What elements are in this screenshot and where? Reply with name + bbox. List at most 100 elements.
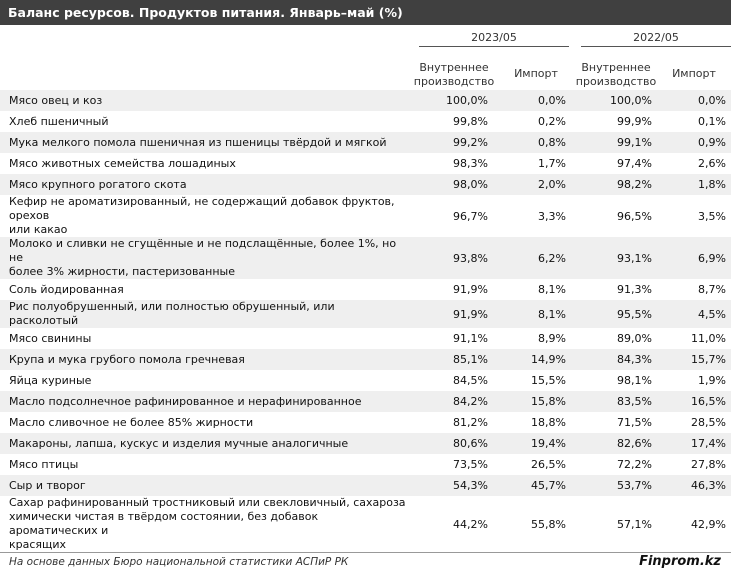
domestic-2022-value: 95,5% (570, 300, 666, 328)
table-row: Сыр и творог 54,3% 45,7% 53,7% 46,3% (0, 475, 731, 496)
product-name-line: более 3% жирности, пастеризованные (9, 265, 236, 278)
table-row: Сахар рафинированный тростниковый или св… (0, 496, 731, 552)
product-name-line: Кефир не ароматизированный, не содержащи… (9, 195, 395, 222)
product-name: Яйца куриные (0, 370, 406, 391)
product-name-line: Крупа и мука грубого помола гречневая (9, 352, 245, 366)
import-2023-value: 8,1% (538, 283, 566, 296)
table-row: Кефир не ароматизированный, не содержащи… (0, 195, 731, 237)
product-name: Мясо свинины (0, 328, 406, 349)
col-domestic-2023: Внутреннее производство (413, 61, 495, 88)
import-2022-value: 4,5% (666, 300, 731, 328)
table-row: Мясо овец и коз 100,0% 0,0% 100,0% 0,0% (0, 90, 731, 111)
import-2023-value: 15,8% (502, 391, 570, 412)
import-2022-value: 15,7% (666, 349, 731, 370)
product-name: Рис полуобрушенный, или полностью обруше… (0, 300, 406, 328)
product-name-line: Сыр и творог (9, 478, 86, 492)
table-row: Мясо свинины 91,1% 8,9% 89,0% 11,0% (0, 328, 731, 349)
year-2023: 2023/05 (419, 31, 569, 47)
domestic-2023-value: 85,1% (406, 349, 502, 370)
product-name-line: Мясо птицы (9, 457, 79, 471)
col-domestic-2022: Внутреннее производство (575, 61, 657, 88)
product-name: Сахар рафинированный тростниковый или св… (0, 496, 406, 552)
domestic-2022-value: 72,2% (617, 458, 652, 471)
table-row: Хлеб пшеничный 99,8% 0,2% 99,9% 0,1% (0, 111, 731, 132)
domestic-2022-value: 93,1% (570, 237, 666, 279)
domestic-2023-value: 98,3% (453, 157, 488, 170)
domestic-2023-value: 73,5% (453, 458, 488, 471)
product-name-line: Молоко и сливки не сгущённые и не подсла… (9, 237, 397, 264)
import-2023-value: 0,8% (502, 132, 570, 153)
import-2023-value: 3,3% (538, 209, 566, 223)
domestic-2022-value: 96,5% (617, 209, 652, 223)
domestic-2023-value: 84,2% (406, 391, 502, 412)
product-name: Мука мелкого помола пшеничная из пшеницы… (0, 132, 406, 153)
product-name-line: Масло подсолнечное рафинированное и нера… (9, 394, 362, 408)
product-name-line: Мясо животных семейства лошадиных (9, 156, 236, 170)
table-row: Мясо птицы 73,5% 26,5% 72,2% 27,8% (0, 454, 731, 475)
import-2022-value: 6,9% (666, 237, 731, 279)
product-name-line: Хлеб пшеничный (9, 114, 109, 128)
import-2022-value: 0,1% (698, 115, 726, 128)
import-2022-value: 16,5% (666, 391, 731, 412)
table-row: Рис полуобрушенный, или полностью обруше… (0, 300, 731, 328)
product-name-line: красящих (9, 538, 67, 551)
import-2023-value: 6,2% (502, 237, 570, 279)
import-2023-value: 0,0% (502, 90, 570, 111)
domestic-2023-value: 93,8% (406, 237, 502, 279)
product-name: Мясо овец и коз (0, 90, 406, 111)
domestic-2023-value: 84,5% (453, 374, 488, 387)
import-2023-value: 14,9% (502, 349, 570, 370)
domestic-2023-value: 80,6% (406, 433, 502, 454)
domestic-2022-value: 89,0% (617, 332, 652, 345)
table-row: Мука мелкого помола пшеничная из пшеницы… (0, 132, 731, 153)
column-headers: Внутреннее производство Импорт Внутренне… (0, 47, 731, 90)
domestic-2022-value: 97,4% (617, 157, 652, 170)
product-name-line: Масло сливочное не более 85% жирности (9, 415, 254, 429)
domestic-2023-value: 91,9% (406, 300, 502, 328)
import-2023-value: 19,4% (502, 433, 570, 454)
product-name: Масло сливочное не более 85% жирности (0, 412, 406, 433)
table-row: Мясо животных семейства лошадиных 98,3% 1,… (0, 153, 731, 174)
domestic-2022-value: 91,3% (617, 283, 652, 296)
table-row: Яйца куриные 84,5% 15,5% 98,1% 1,9% (0, 370, 731, 391)
year-2022: 2022/05 (581, 31, 731, 47)
import-2022-value: 17,4% (666, 433, 731, 454)
import-2023-value: 26,5% (531, 458, 566, 471)
import-2023-value: 8,9% (538, 332, 566, 345)
table-row: Мясо крупного рогатого скота 98,0% 2,0% 98,… (0, 174, 731, 195)
table-row: Макароны, лапша, кускус и изделия мучные… (0, 433, 731, 454)
domestic-2022-value: 83,5% (570, 391, 666, 412)
import-2022-value: 28,5% (691, 416, 726, 429)
product-name: Мясо животных семейства лошадиных (0, 153, 406, 174)
footer: На основе данных Бюро национальной стати… (0, 552, 731, 573)
domestic-2022-value: 82,6% (570, 433, 666, 454)
table-row: Масло подсолнечное рафинированное и нера… (0, 391, 731, 412)
product-name-line: химически чистая в твёрдом состоянии, бе… (9, 510, 319, 537)
domestic-2022-value: 100,0% (570, 90, 666, 111)
domestic-2022-value: 57,1% (617, 517, 652, 531)
table-row: Соль йодированная 91,9% 8,1% 91,3% 8,7% (0, 279, 731, 300)
product-name-line: Соль йодированная (9, 282, 124, 296)
import-2023-value: 18,8% (531, 416, 566, 429)
brand-logo: Finprom.kz (639, 554, 721, 569)
table-row: Молоко и сливки не сгущённые и не подсла… (0, 237, 731, 279)
import-2022-value: 42,9% (691, 517, 726, 531)
import-2022-value: 2,6% (698, 157, 726, 170)
domestic-2022-value: 98,1% (617, 374, 652, 387)
product-name: Мясо крупного рогатого скота (0, 174, 406, 195)
product-name-line: Мясо крупного рогатого скота (9, 177, 187, 191)
domestic-2023-value: 54,3% (406, 475, 502, 496)
domestic-2023-value: 96,7% (453, 209, 488, 223)
product-name-line: Мясо овец и коз (9, 93, 103, 107)
product-name: Мясо птицы (0, 454, 406, 475)
import-2022-value: 1,9% (698, 374, 726, 387)
import-2022-value: 8,7% (698, 283, 726, 296)
table-row: Крупа и мука грубого помола гречневая 85,… (0, 349, 731, 370)
product-name: Молоко и сливки не сгущённые и не подсла… (0, 237, 406, 279)
import-2023-value: 15,5% (531, 374, 566, 387)
import-2022-value: 0,0% (666, 90, 731, 111)
import-2022-value: 1,8% (666, 174, 731, 195)
product-name-line: Мясо свинины (9, 331, 92, 345)
product-name: Масло подсолнечное рафинированное и нера… (0, 391, 406, 412)
product-name-line: Сахар рафинированный тростниковый или св… (9, 496, 406, 509)
